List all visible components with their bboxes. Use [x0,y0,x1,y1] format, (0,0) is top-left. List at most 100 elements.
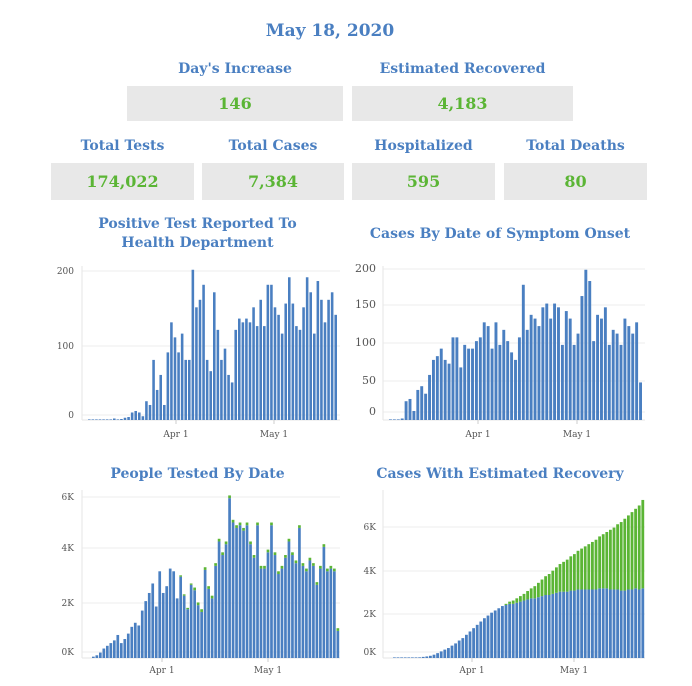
people-tested-bar-negative [273,555,277,658]
positive-tests-bar [173,337,177,420]
positive-tests-bar [155,389,159,420]
estimated-recovery-bar-active [573,590,576,658]
positive-tests-bar [327,299,330,420]
people-tested-bar-negative [161,592,165,658]
positive-tests-bar [116,419,120,420]
symptom-onset-bar [564,311,568,420]
people-tested-bar-negative [214,565,217,658]
positive-tests-bar [273,307,277,420]
estimated-recovery-bar-active [609,589,612,658]
estimated-recovery-bar-active [486,615,490,658]
positive-tests-ytick-label: 200 [57,267,74,277]
estimated-recovery-bar-active [526,599,529,658]
symptom-onset-bar [400,418,404,420]
positive-tests-bar [295,326,298,420]
estimated-recovery-bar-recovered [598,536,601,589]
people-tested-bar-negative [333,571,336,658]
positive-tests-bar [184,359,187,420]
people-tested-bar-negative [203,569,207,658]
people-tested-bar-positive [189,583,193,585]
estimated-recovery-bar-active [533,598,537,658]
estimated-recovery-bar-active [443,649,447,658]
people-tested-bar-positive [333,568,336,572]
symptom-onset-ytick-label: 50 [362,374,376,387]
people-tested-ytick-label: 0K [62,648,75,658]
people-tested-bar-positive [322,544,326,547]
symptom-onset-bar [611,329,615,420]
estimated-recovery-bar-recovered [641,499,645,589]
people-tested-bar-positive [207,586,210,589]
positive-tests-bar [241,322,245,420]
symptom-onset-bar [517,337,521,420]
positive-tests-bar [277,314,280,420]
positive-tests-bar [163,404,166,420]
people-tested-bar-positive [193,587,196,591]
symptom-onset-bar [389,419,392,420]
people-tested-bar-positive [336,628,340,631]
estimated-recovery-bar-active [519,601,522,658]
symptom-onset-bar [592,341,596,420]
symptom-onset-bar [510,352,514,420]
people-tested-bar-negative [123,639,127,658]
people-tested-bar-positive [228,495,231,499]
people-tested-bar-negative [126,633,130,658]
estimated-recovery-bar-active [634,588,637,658]
symptom-onset-bar [537,326,541,420]
positive-tests-bar [88,419,91,420]
people-tested-bar-negative [221,555,224,658]
estimated-recovery-bar-active [540,596,544,658]
people-tested-bar-negative [245,525,249,658]
positive-tests-bar [248,322,252,420]
chart-title-symptom-onset: Cases By Date of Symptom Onset [369,226,631,242]
estimated-recovery-bar-active [497,608,501,658]
people-tested-bar-negative [119,643,123,658]
people-tested-bar-negative [294,563,298,658]
estimated-recovery-bar-recovered [573,554,576,591]
symptom-onset-bar [545,303,549,420]
positive-tests-bar [205,359,209,420]
positive-tests-bar [313,333,316,420]
estimated-recovery-bar-recovered [630,512,634,590]
estimated-recovery-bar-active [407,657,411,658]
people-tested-bar-negative [326,571,329,658]
people-tested-bar-negative [147,592,151,658]
people-tested-bar-positive [273,552,277,556]
estimated-recovery-bar-active [637,589,641,658]
symptom-onset-bar [392,419,396,420]
people-tested-bar-negative [231,522,235,658]
positive-tests-bar [138,412,141,420]
people-tested-bar-negative [305,571,308,658]
symptom-onset-bar [420,386,424,420]
positive-tests-bar [245,318,248,420]
estimated-recovery-bar-recovered [580,548,583,590]
people-tested-xtick-label: May 1 [254,666,282,676]
symptom-onset-bar [607,344,611,420]
people-tested-bar-positive [329,565,333,569]
symptom-onset-bar [584,269,588,420]
symptom-onset-bar [603,307,607,420]
people-tested-bar-negative [315,584,319,658]
people-tested-bar-negative [172,571,176,658]
people-tested-bar-positive [231,519,235,523]
symptom-onset-ytick-label: 150 [355,298,376,311]
people-tested-bar-negative [92,656,95,658]
estimated-recovery-bar-recovered [609,529,612,590]
total-deaths-value: 80 [504,163,647,200]
people-tested-ytick-label: 4K [62,544,75,554]
people-tested-bar-negative [105,645,109,658]
estimated-recovery-bar-active [612,589,616,658]
people-tested-bar-negative [336,630,340,658]
estimated-recovery-bar-active [479,621,483,658]
people-tested-bar-negative [280,568,284,658]
symptom-onset-bar [615,333,619,420]
positive-tests-bar [334,314,337,420]
positive-tests-bar [213,292,216,420]
estimated-recovery-bar-active [630,589,634,658]
estimated-recovery-bar-recovered [601,534,605,589]
people-tested-bar-negative [210,598,214,658]
positive-tests-bar [109,419,112,420]
people-tested-bar-negative [200,611,203,658]
symptom-onset-bar [416,389,420,420]
symptom-onset-bar [521,284,525,420]
estimated-recovery-ytick-label: 4K [364,567,377,577]
